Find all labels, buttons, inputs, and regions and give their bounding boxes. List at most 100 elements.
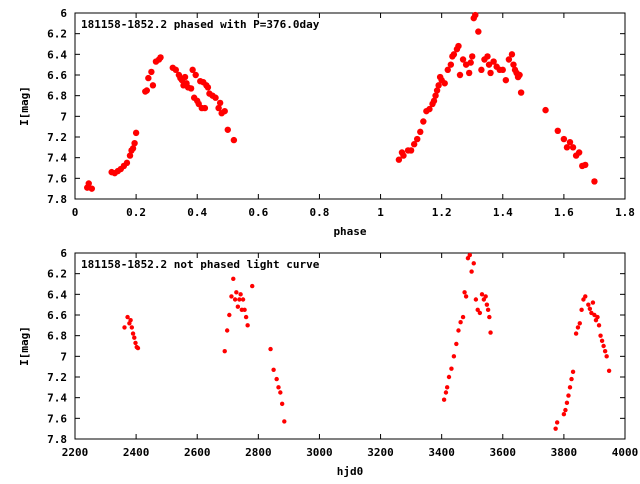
y-axis-label: I[mag] xyxy=(18,326,31,366)
data-point xyxy=(510,61,517,68)
data-point xyxy=(395,156,403,163)
data-point xyxy=(149,82,157,89)
data-point xyxy=(517,89,525,96)
data-point xyxy=(417,128,424,136)
data-point xyxy=(554,127,561,134)
data-point xyxy=(484,302,490,307)
data-point xyxy=(129,145,137,152)
data-point xyxy=(570,369,576,375)
data-point xyxy=(85,180,92,187)
data-point xyxy=(271,367,276,372)
data-point xyxy=(462,290,467,295)
data-point xyxy=(487,314,492,320)
data-point xyxy=(475,307,480,313)
y-tick-label: 7.4 xyxy=(47,392,67,405)
data-point xyxy=(430,97,438,105)
x-tick-label: 2400 xyxy=(123,446,150,459)
data-point xyxy=(469,269,474,274)
data-point xyxy=(129,325,135,330)
data-point xyxy=(224,126,231,133)
data-point xyxy=(469,53,476,60)
data-point xyxy=(245,323,250,328)
y-tick-label: 7.8 xyxy=(47,433,67,446)
data-point xyxy=(242,307,247,313)
data-point xyxy=(131,140,138,147)
x-tick-label: 2800 xyxy=(245,446,272,459)
data-point xyxy=(132,129,140,137)
data-point xyxy=(446,374,452,380)
data-point xyxy=(563,144,571,151)
y-axis-label: I[mag] xyxy=(18,86,31,126)
data-point xyxy=(212,94,219,101)
data-point xyxy=(573,331,579,336)
y-tick-label: 6.6 xyxy=(47,69,67,82)
x-tick-label: 3800 xyxy=(551,446,578,459)
y-tick-label: 7.8 xyxy=(47,193,67,206)
data-point xyxy=(590,300,596,305)
data-point xyxy=(426,105,433,113)
data-point xyxy=(410,141,418,148)
data-point xyxy=(542,106,549,114)
x-axis-label: phase xyxy=(333,225,366,238)
data-point xyxy=(575,149,583,156)
data-point xyxy=(479,292,485,297)
data-point xyxy=(444,66,451,74)
data-point xyxy=(447,61,455,68)
y-tick-label: 7.6 xyxy=(47,172,67,185)
data-point xyxy=(222,348,227,354)
y-tick-label: 7.2 xyxy=(47,131,67,144)
data-point xyxy=(598,333,603,338)
data-point xyxy=(569,144,577,151)
unphased-light-curve-plot: 2200 2400 2600 2800 3000 3200 3400 3600 3800 4000… xyxy=(18,247,638,478)
data-point xyxy=(451,354,457,359)
data-point xyxy=(553,426,558,431)
chart-title: 181158-1852.2 not phased light curve xyxy=(81,258,320,271)
data-point xyxy=(443,390,449,395)
data-point xyxy=(145,74,152,82)
data-point xyxy=(587,306,593,311)
data-point xyxy=(505,56,513,63)
x-tick-label: 1.8 xyxy=(615,206,635,219)
data-point xyxy=(278,390,283,395)
data-point xyxy=(586,302,591,307)
data-point xyxy=(602,348,608,354)
data-point xyxy=(596,323,602,328)
plot-frame xyxy=(74,252,626,440)
x-tick-label: 1.6 xyxy=(554,206,574,219)
data-point xyxy=(601,343,606,349)
y-tick-label: 6.2 xyxy=(47,268,67,281)
data-point xyxy=(132,335,137,340)
data-point xyxy=(224,328,230,333)
data-point xyxy=(604,354,609,359)
x-tick-label: 4000 xyxy=(612,446,639,459)
data-point xyxy=(502,76,510,84)
data-point xyxy=(569,376,574,382)
x-tick-label: 0 xyxy=(72,206,79,219)
data-point xyxy=(471,261,476,266)
data-point xyxy=(232,297,238,302)
data-point xyxy=(240,297,246,302)
y-tick-label: 6.8 xyxy=(47,90,67,103)
x-tick-label: 3600 xyxy=(490,446,517,459)
data-point xyxy=(432,92,439,99)
data-point xyxy=(606,368,612,373)
data-point xyxy=(435,82,442,89)
y-tick-label: 7 xyxy=(60,350,67,363)
data-point xyxy=(122,325,127,330)
x-tick-label: 0.8 xyxy=(310,206,330,219)
y-tick-label: 6.4 xyxy=(47,288,67,301)
x-axis-label: hjd0 xyxy=(337,465,364,478)
data-point xyxy=(583,294,588,299)
y-tick-label: 6.2 xyxy=(47,28,67,41)
y-tick-label: 6.8 xyxy=(47,330,67,343)
data-point xyxy=(456,328,461,333)
data-point xyxy=(567,385,573,390)
data-point xyxy=(508,51,516,58)
data-point xyxy=(441,397,447,402)
x-tick-label: 1.4 xyxy=(493,206,513,219)
data-point xyxy=(458,320,463,325)
data-point xyxy=(268,346,273,352)
data-point xyxy=(577,321,582,326)
y-tick-label: 7.2 xyxy=(47,371,67,384)
data-point xyxy=(467,252,472,258)
